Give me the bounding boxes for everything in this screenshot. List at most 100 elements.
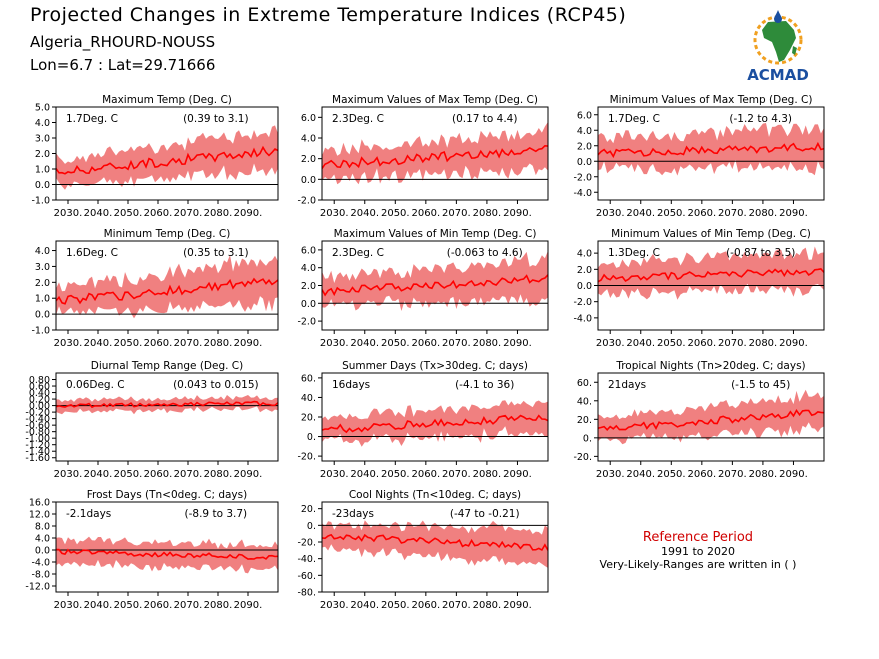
x-tick-label: 2040. [84, 600, 113, 611]
y-tick-label: 1.0 [35, 294, 50, 305]
x-tick-label: 2050. [114, 208, 143, 219]
range-band [322, 400, 548, 447]
x-tick-label: 2090. [779, 338, 808, 349]
x-tick-label: 2090. [503, 600, 532, 611]
y-tick-label: -60. [297, 571, 316, 582]
y-tick-label: 0.80 [29, 375, 50, 386]
chart-panel: 60. 40. 20. 0. -20. 2030. 2040. 2050. 2060. 2070.… [297, 360, 549, 480]
x-tick-label: 2060. [144, 469, 173, 480]
x-tick-label: 2070. [174, 469, 203, 480]
y-tick-label: -40. [297, 554, 316, 565]
y-tick-label: 40. [577, 396, 592, 407]
y-tick-label: -1.20 [25, 440, 50, 451]
y-tick-label: -4.0 [573, 313, 592, 324]
coordinates-label: Lon=6.7 : Lat=29.71666 [30, 56, 216, 74]
acmad-logo: ACMAD [736, 8, 820, 84]
chart-panel: 16.012.08.04.00.0-4.0-8.0-12.0 2030. 2040.… [25, 489, 279, 611]
y-tick-label: -1.0 [31, 326, 50, 337]
range-label: (-8.9 to 3.7) [185, 508, 248, 520]
change-label: 1.6Deg. C [66, 247, 118, 259]
change-label: 0.06Deg. C [66, 379, 125, 391]
mean-line [598, 268, 824, 283]
y-tick-label: -20. [297, 452, 316, 463]
range-label: (0.39 to 3.1) [183, 113, 249, 125]
chart-title: Frost Days (Tn<0deg. C; days) [87, 489, 247, 501]
x-tick-label: 2040. [350, 338, 379, 349]
x-tick-label: 2040. [626, 338, 655, 349]
x-tick-label: 2050. [657, 469, 686, 480]
x-tick-label: 2070. [718, 469, 747, 480]
y-tick-label: 0.20 [29, 395, 50, 406]
x-tick-label: 2050. [381, 338, 410, 349]
x-tick-label: 2080. [749, 469, 778, 480]
x-tick-label: 2040. [626, 208, 655, 219]
y-tick-label: 6.0 [577, 110, 592, 121]
y-tick-label: 20. [301, 413, 316, 424]
chart-panel: 5.0 4.0 3.0 2.0 1.0 0.0 -1.0 2030. 2040. 2050. 206… [31, 94, 279, 219]
mean-line [598, 409, 824, 431]
x-tick-label: 2060. [144, 208, 173, 219]
x-tick-label: 2060. [412, 208, 441, 219]
range-band [56, 125, 278, 190]
x-tick-label: 2030. [596, 338, 625, 349]
change-label: 16days [332, 379, 370, 391]
x-tick-label: 2090. [234, 600, 263, 611]
x-tick-label: 2050. [114, 338, 143, 349]
range-label: (0.17 to 4.4) [452, 113, 518, 125]
x-tick-label: 2060. [144, 338, 173, 349]
chart-title: Diurnal Temp Range (Deg. C) [91, 360, 243, 372]
range-label: (-0.063 to 4.6) [447, 247, 523, 259]
mean-line [56, 400, 278, 409]
y-tick-label: 6.0 [301, 245, 316, 256]
y-tick-label: 4.0 [577, 126, 592, 137]
x-tick-label: 2090. [234, 469, 263, 480]
x-tick-label: 2060. [688, 469, 717, 480]
change-label: 1.7Deg. C [66, 113, 118, 125]
y-tick-label: -2.0 [573, 297, 592, 308]
x-tick-label: 2040. [84, 208, 113, 219]
x-tick-label: 2060. [412, 600, 441, 611]
y-tick-label: 0.0 [577, 281, 592, 292]
x-tick-label: 2050. [381, 208, 410, 219]
chart-title: Cool Nights (Tn<10deg. C; days) [349, 489, 521, 501]
y-tick-label: -0.80 [25, 427, 50, 438]
mean-line [598, 141, 824, 159]
x-tick-label: 2090. [234, 208, 263, 219]
x-tick-label: 2070. [442, 338, 471, 349]
x-tick-label: 2080. [473, 208, 502, 219]
y-tick-label: 3.0 [35, 134, 50, 145]
y-tick-label: 0.0 [35, 310, 50, 321]
change-label: -23days [332, 508, 374, 520]
y-tick-label: 0.0 [35, 546, 50, 557]
y-tick-label: -1.60 [25, 453, 50, 464]
y-tick-label: 0.0 [577, 157, 592, 168]
mean-line [322, 414, 548, 434]
y-tick-label: -2.0 [573, 172, 592, 183]
y-tick-label: 4.0 [35, 118, 50, 129]
x-tick-label: 2050. [114, 469, 143, 480]
y-tick-label: 0. [307, 521, 316, 532]
plot-frame [597, 372, 825, 462]
y-tick-label: 0.00 [29, 401, 50, 412]
y-tick-label: -1.40 [25, 447, 50, 458]
page-title: Projected Changes in Extreme Temperature… [30, 4, 627, 26]
x-tick-label: 2060. [688, 208, 717, 219]
mean-line [56, 548, 278, 560]
x-tick-label: 2030. [596, 208, 625, 219]
y-tick-label: -12.0 [25, 582, 50, 593]
chart-title: Tropical Nights (Tn>20deg. C; days) [615, 360, 805, 372]
x-tick-label: 2040. [84, 338, 113, 349]
x-tick-label: 2090. [779, 208, 808, 219]
range-band [56, 395, 278, 415]
x-tick-label: 2080. [204, 600, 233, 611]
x-tick-label: 2070. [174, 208, 203, 219]
chart-panel: 20. 0. -20. -40. -60. -80. 2030. 2040. 2050. 2060… [297, 489, 549, 611]
y-tick-label: -8.0 [31, 570, 50, 581]
x-tick-label: 2040. [350, 600, 379, 611]
y-tick-label: 4.0 [35, 534, 50, 545]
x-tick-label: 2040. [350, 208, 379, 219]
x-tick-label: 2030. [596, 469, 625, 480]
x-tick-label: 2070. [442, 600, 471, 611]
range-band [322, 520, 548, 568]
range-label: (0.35 to 3.1) [183, 247, 249, 259]
